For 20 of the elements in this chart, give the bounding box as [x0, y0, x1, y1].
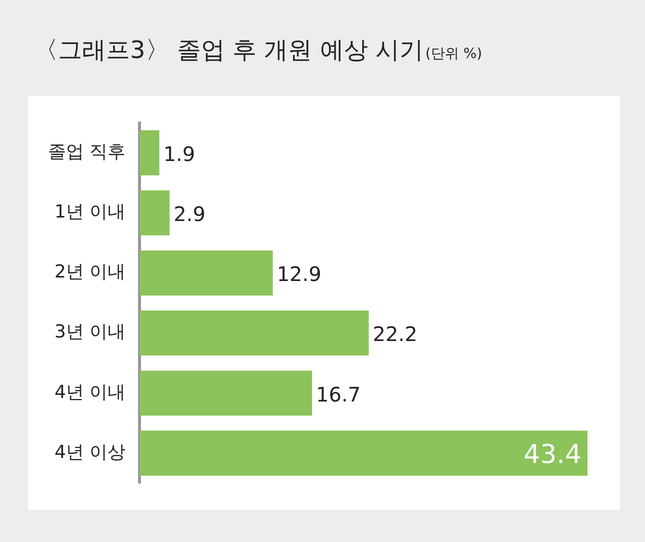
y-tick-label: 1년 이내: [54, 202, 126, 223]
y-tick-label: 4년 이내: [54, 382, 126, 403]
data-label: 43.4: [524, 440, 582, 470]
data-label: 16.7: [316, 382, 361, 406]
bar: [140, 250, 273, 296]
data-label: 22.2: [372, 322, 418, 346]
data-label: 12.9: [276, 262, 322, 286]
bar: [140, 430, 588, 476]
chart-subtitle: (단위 %): [425, 46, 482, 62]
bar: [140, 370, 312, 416]
y-tick-label: 4년 이상: [54, 442, 126, 463]
bar: [140, 130, 160, 176]
bar: [140, 310, 369, 356]
data-label: 2.9: [174, 202, 206, 226]
data-label: 1.9: [163, 142, 196, 166]
bar: [140, 190, 170, 236]
y-tick-label: 졸업 직후: [48, 142, 126, 163]
y-tick-label: 3년 이내: [54, 322, 126, 343]
y-tick-label: 2년 이내: [54, 262, 126, 283]
chart-title: 〈그래프3〉 졸업 후 개원 예상 시기: [34, 36, 424, 64]
